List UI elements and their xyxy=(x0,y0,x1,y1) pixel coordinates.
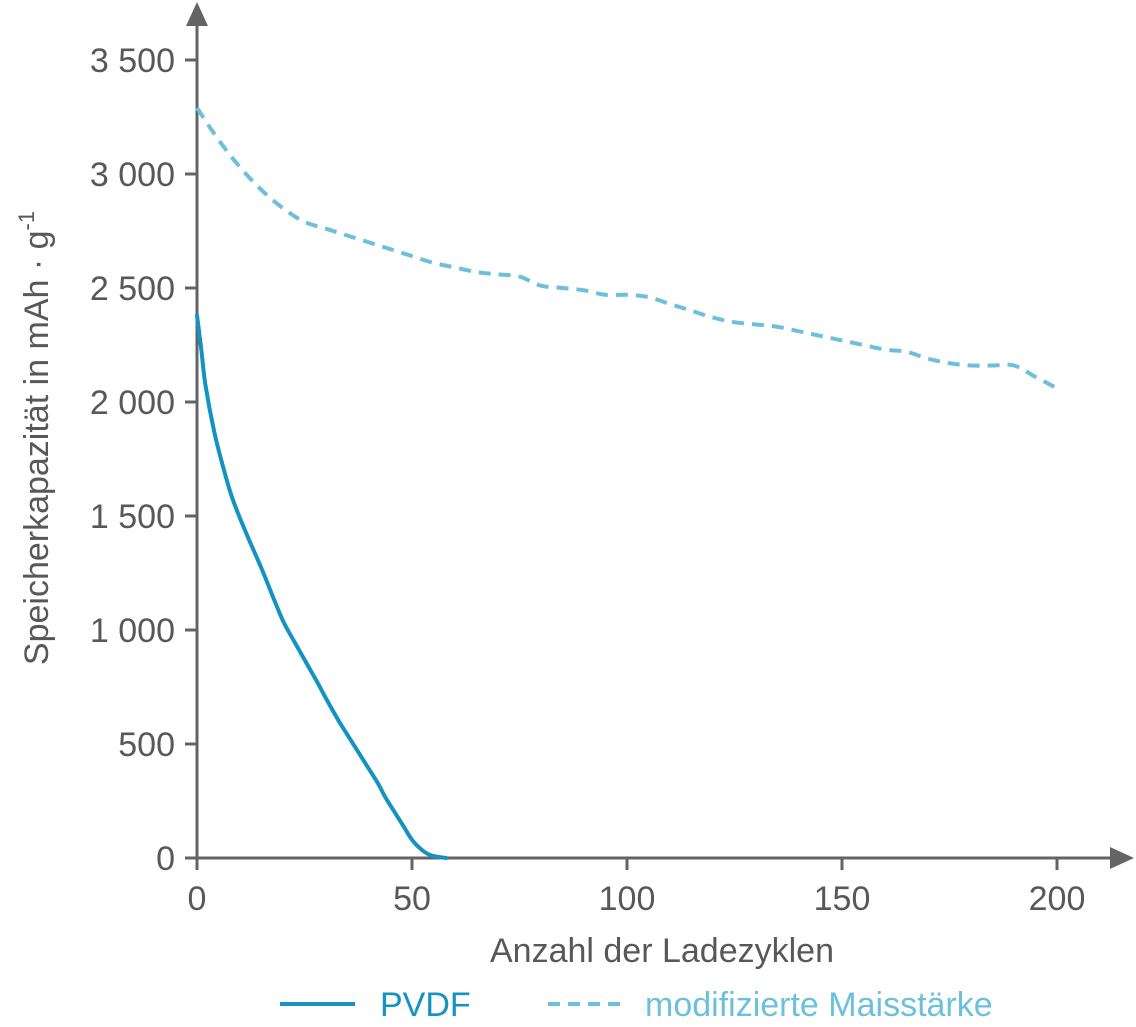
x-tick-label: 0 xyxy=(188,880,207,918)
y-tick-label: 0 xyxy=(156,840,175,878)
y-axis-label: Speicherkapazität in mAh · g-1 xyxy=(14,211,56,665)
y-tick-label: 2 000 xyxy=(90,384,175,422)
x-axis-label: Anzahl der Ladezyklen xyxy=(490,932,834,970)
legend: PVDF modifizierte Maisstärke xyxy=(280,986,993,1024)
legend-label-pvdf: PVDF xyxy=(380,986,471,1024)
x-tick-label: 200 xyxy=(1029,880,1086,918)
y-tick-label: 1 000 xyxy=(90,612,175,650)
y-tick-label: 1 500 xyxy=(90,498,175,536)
y-tick-label: 3 000 xyxy=(90,156,175,194)
series-line-maisstaerke xyxy=(195,106,1058,391)
series-line-pvdf xyxy=(195,313,449,860)
x-tick-label: 50 xyxy=(393,880,431,918)
legend-label-mais: modifizierte Maisstärke xyxy=(645,986,993,1024)
x-axis-arrowhead xyxy=(1110,847,1134,869)
y-tick-label: 500 xyxy=(118,726,175,764)
y-tick-label: 3 500 xyxy=(90,42,175,80)
y-axis-label-superscript: -1 xyxy=(14,211,39,231)
y-axis-arrowhead xyxy=(186,2,208,26)
x-tick-label: 150 xyxy=(814,880,871,918)
x-tick-label: 100 xyxy=(599,880,656,918)
y-tick-label: 2 500 xyxy=(90,270,175,308)
